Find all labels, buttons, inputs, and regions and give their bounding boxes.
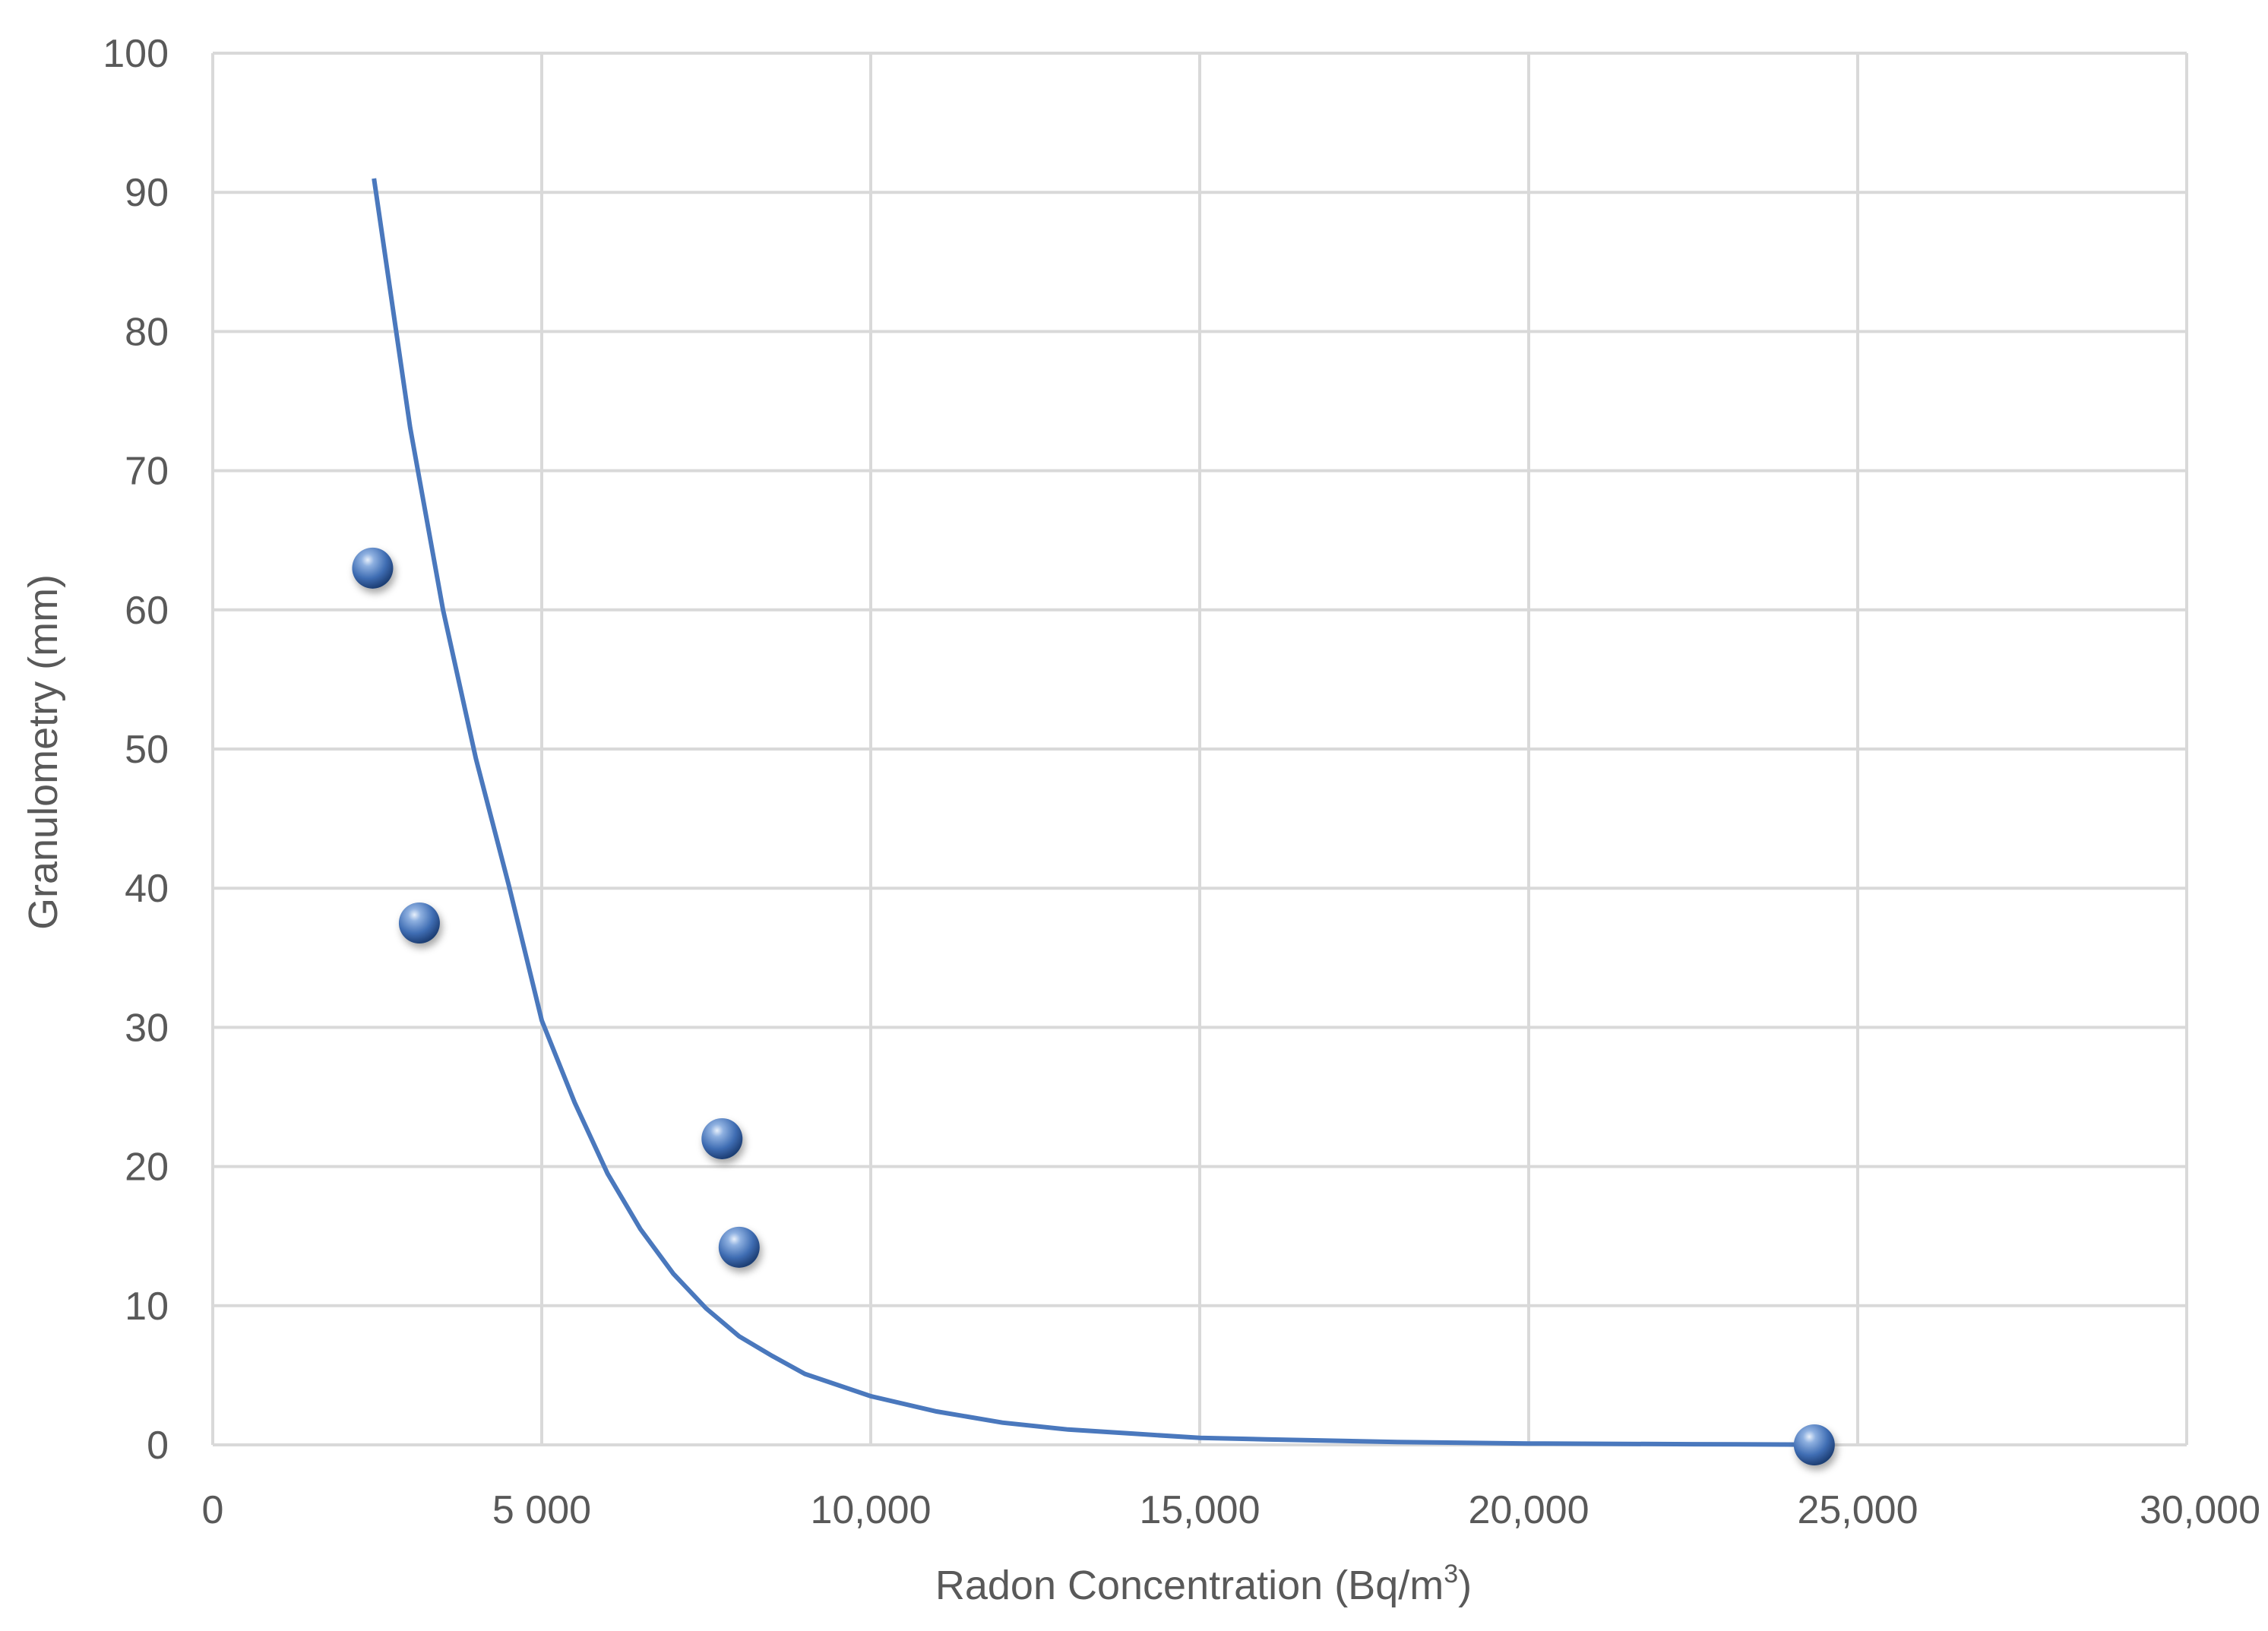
data-point xyxy=(352,547,394,589)
trendline xyxy=(372,178,1805,1447)
y-tick-label: 20 xyxy=(125,1146,169,1190)
data-points xyxy=(352,547,1835,1465)
x-tick-label: 20,000 xyxy=(1468,1488,1589,1532)
x-tick-label: 15,000 xyxy=(1139,1488,1260,1532)
y-tick-label: 50 xyxy=(125,728,169,772)
data-point xyxy=(718,1226,760,1268)
x-axis-title: Radon Concentration (Bq/m3) xyxy=(935,1560,1472,1608)
x-tick-label: 10,000 xyxy=(810,1488,931,1532)
y-axis-title: Granulometry (mm) xyxy=(21,574,66,930)
y-tick-label: 90 xyxy=(125,171,169,215)
x-tick-label: 5 000 xyxy=(492,1488,591,1532)
tick-labels: 0 10 20 30 40 50 60 70 80 90 100 0 5 000 10,000 15,000… xyxy=(103,32,2260,1532)
y-tick-label: 100 xyxy=(103,32,169,76)
data-point xyxy=(398,902,440,944)
gridlines xyxy=(211,52,2188,1446)
y-tick-label: 60 xyxy=(125,589,169,633)
data-point xyxy=(1793,1424,1835,1465)
y-tick-label: 80 xyxy=(125,310,169,354)
y-tick-label: 40 xyxy=(125,867,169,911)
y-tick-label: 30 xyxy=(125,1006,169,1050)
x-tick-label: 30,000 xyxy=(2140,1488,2260,1532)
x-tick-label: 0 xyxy=(202,1488,224,1532)
data-point xyxy=(701,1117,743,1159)
y-tick-label: 70 xyxy=(125,450,169,494)
y-tick-label: 0 xyxy=(147,1424,169,1468)
x-tick-label: 25,000 xyxy=(1797,1488,1918,1532)
y-tick-label: 10 xyxy=(125,1285,169,1329)
